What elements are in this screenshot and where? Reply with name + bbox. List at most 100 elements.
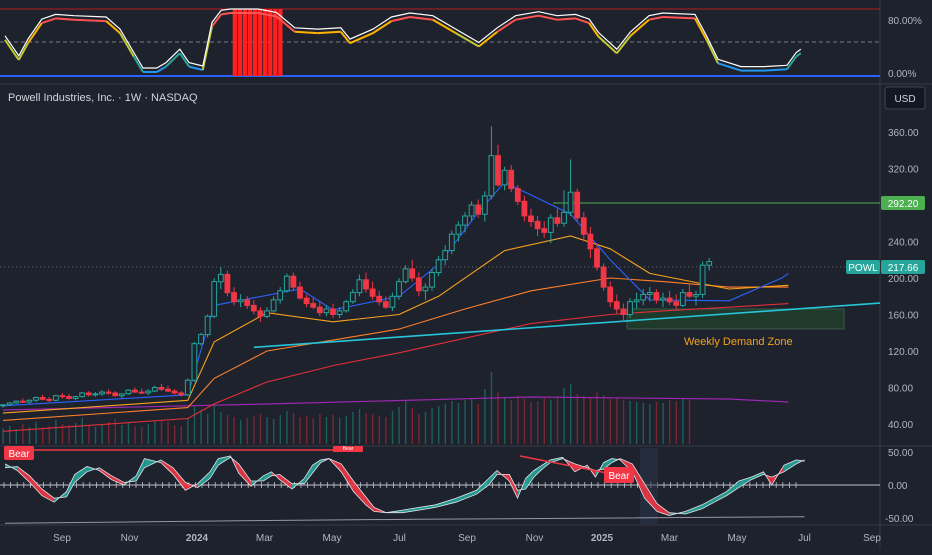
candle [66, 393, 72, 400]
volume-bar [286, 411, 288, 444]
time-tick-label: Mar [256, 533, 274, 544]
candle [495, 144, 501, 187]
candle-body [376, 295, 383, 303]
stoch-d-segment [156, 65, 167, 73]
candle-body [250, 304, 257, 312]
osc-fill-segment [197, 471, 210, 488]
candle [356, 274, 363, 297]
candle [79, 392, 86, 398]
candle-body [409, 268, 416, 279]
osc-fill-segment [173, 467, 186, 491]
volume-bar [299, 417, 301, 444]
candle [297, 281, 303, 300]
candle-body [679, 292, 686, 306]
candle-body [495, 155, 501, 186]
price-tick-label: 360.00 [888, 128, 919, 139]
candle-body [217, 273, 224, 283]
candle [666, 290, 673, 306]
osc-tick-label: -50.00 [885, 514, 914, 525]
volume-bar [398, 407, 400, 444]
candle-body [211, 281, 218, 317]
volume-bar [596, 392, 598, 444]
volume-bar [576, 394, 578, 444]
candle-body [686, 292, 693, 297]
candle-body [653, 292, 660, 301]
candle-body [244, 299, 251, 306]
candles [0, 126, 713, 408]
volume-bar [603, 395, 605, 444]
candle [6, 402, 13, 406]
stoch-d-segment [275, 15, 296, 33]
stoch-highlight-bar [263, 9, 268, 76]
osc-envelope-line [4, 516, 805, 524]
volume-bar [444, 404, 446, 444]
support-trendline[interactable] [253, 302, 881, 349]
candle-body [231, 292, 237, 303]
candle [653, 289, 660, 304]
volume-bar [81, 418, 83, 444]
candle [514, 184, 521, 205]
stoch-d-segment [409, 16, 433, 21]
candle-body [673, 301, 680, 306]
bear-label-1 [4, 446, 34, 460]
candle [290, 272, 297, 291]
usd-button[interactable]: USD [884, 86, 926, 110]
candle-body [389, 295, 396, 308]
candle-body [237, 299, 244, 303]
candle [316, 301, 323, 317]
stoch-d-segment [188, 65, 204, 71]
volume-bar [662, 403, 664, 444]
osc-fill-segment [702, 498, 715, 509]
candle [52, 394, 59, 402]
volume-bar [42, 428, 44, 444]
time-tick-label: May [323, 533, 342, 544]
osc-tick-label: 0.00 [888, 481, 908, 492]
time-tick-label: Mar [661, 533, 679, 544]
volume-bar [154, 421, 156, 444]
osc-fill-segment [41, 489, 55, 503]
volume-bar [616, 397, 618, 444]
osc-fill-segment [210, 458, 219, 479]
candle-body [33, 397, 39, 401]
volume-bar [391, 411, 394, 444]
time-tick-label: Sep [863, 533, 881, 544]
stoch-d-segment [515, 14, 539, 21]
sma-long-line [2, 303, 789, 432]
candle [673, 294, 680, 309]
candle [336, 307, 343, 319]
candle [620, 303, 627, 322]
candle-body [580, 217, 587, 235]
stoch-highlight-bar [232, 9, 237, 76]
stoch-d-segment [4, 39, 20, 61]
candle [283, 273, 290, 293]
stoch-d-segment [73, 18, 107, 23]
candle-body [600, 266, 607, 288]
candle [46, 396, 53, 403]
ema-slow-line [2, 277, 789, 421]
volume-bar [101, 424, 103, 444]
candle [165, 385, 171, 393]
candle [660, 292, 666, 308]
volume-bar [510, 400, 512, 444]
candle [382, 296, 389, 309]
candle [105, 389, 112, 395]
volume-bar [649, 404, 651, 444]
stoch-d-segment [496, 18, 517, 33]
osc-fill-segment [263, 471, 272, 481]
candle-body [706, 261, 713, 266]
volume-bar [669, 400, 671, 444]
volume-bar [253, 416, 255, 444]
candle [310, 298, 317, 309]
candle-body [270, 299, 277, 312]
volume-bar [622, 400, 625, 444]
candle-body [435, 259, 442, 274]
candle-body [191, 343, 198, 381]
osc-fill-segment [365, 496, 374, 512]
stoch-highlight-bar [273, 9, 278, 76]
candle [468, 201, 475, 222]
candle [541, 221, 548, 238]
volume-bar [306, 416, 308, 444]
candle [323, 305, 330, 317]
osc-fill-segment [488, 470, 497, 485]
